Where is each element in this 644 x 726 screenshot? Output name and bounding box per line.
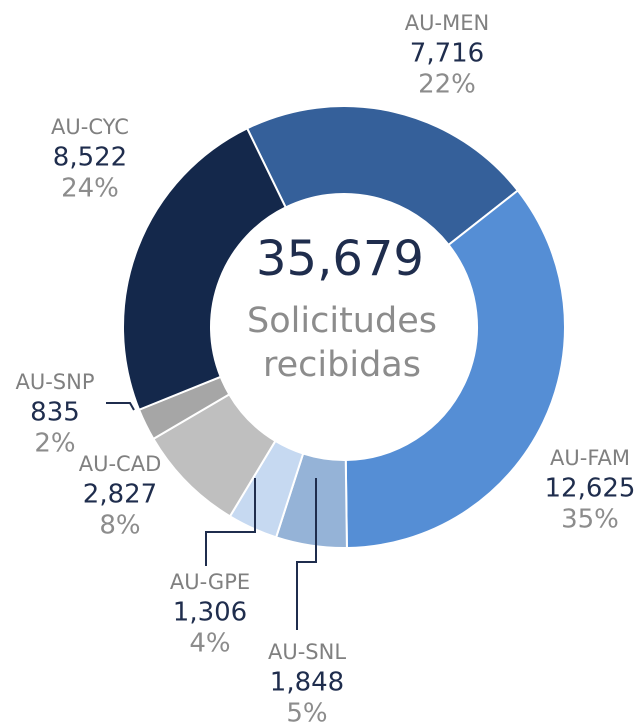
slice-name: AU-CYC: [51, 115, 129, 139]
leader-line: [296, 478, 317, 630]
percent-label: 22%: [418, 70, 476, 100]
slice: [344, 189, 567, 549]
percent-label: 24%: [61, 174, 119, 204]
slice-name: AU-SNL: [268, 640, 346, 664]
value-label: 12,625: [545, 474, 636, 504]
center-text: Solicitudes: [247, 301, 437, 341]
slice-name: AU-FAM: [550, 446, 630, 470]
center-value: 35,679: [256, 231, 424, 287]
percent-label: 2%: [34, 429, 75, 459]
value-label: 8,522: [53, 143, 127, 173]
slice-name: AU-GPE: [170, 570, 250, 594]
value-label: 2,827: [83, 480, 157, 510]
slice: [122, 127, 288, 412]
value-label: 1,848: [270, 668, 344, 698]
percent-label: 8%: [99, 511, 140, 541]
percent-label: 35%: [561, 505, 619, 535]
slice: [245, 105, 520, 247]
value-label: 1,306: [173, 598, 247, 628]
slice-name: AU-SNP: [15, 370, 94, 394]
center-text: recibidas: [263, 345, 421, 385]
leader-line: [205, 478, 256, 566]
leader-line: [106, 402, 135, 411]
slice-name: AU-MEN: [405, 11, 489, 35]
percent-label: 5%: [286, 699, 327, 726]
value-label: 7,716: [410, 39, 484, 69]
slice-name: AU-CAD: [79, 452, 162, 476]
value-label: 835: [30, 398, 80, 428]
percent-label: 4%: [189, 629, 230, 659]
